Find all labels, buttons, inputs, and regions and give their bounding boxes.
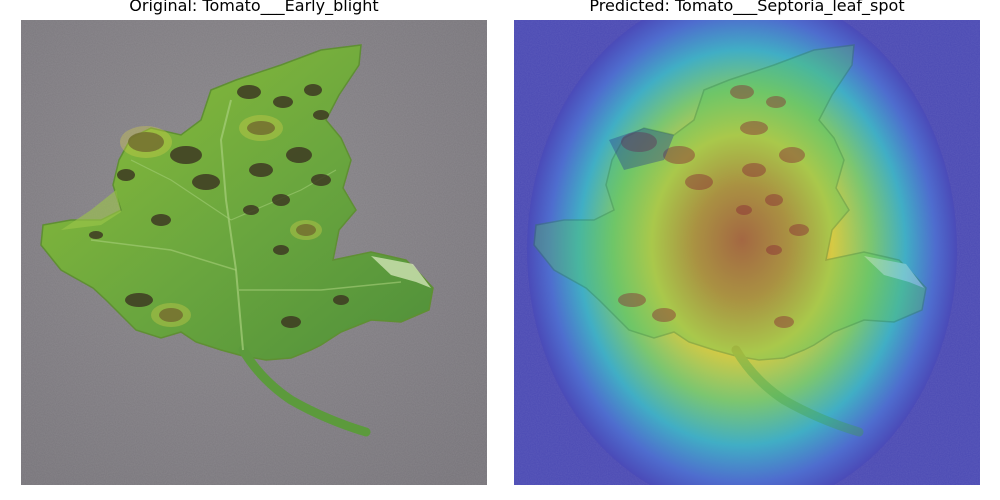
- tomato-leaf: [40, 44, 434, 437]
- heatmap-overlay-image: [514, 20, 980, 485]
- tomato-leaf-overlay: [533, 44, 927, 437]
- predicted-label-title: Predicted: Tomato___Septoria_leaf_spot: [589, 0, 905, 15]
- original-label-title: Original: Tomato___Early_blight: [129, 0, 379, 15]
- attention-heatmap: [527, 20, 957, 485]
- original-image: [21, 20, 487, 485]
